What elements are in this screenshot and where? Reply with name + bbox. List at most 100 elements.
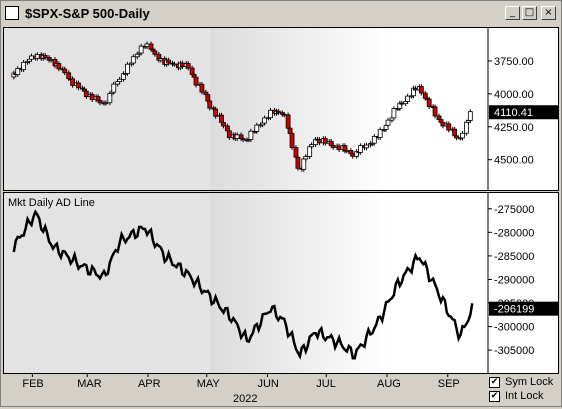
candle [371, 136, 377, 144]
candle [76, 82, 81, 89]
candle [158, 58, 164, 61]
candle [293, 147, 299, 158]
candle [221, 122, 226, 127]
candle [432, 106, 438, 117]
candle [111, 83, 117, 93]
ad-line-chart: Mkt Daily AD Line -275000 -280000 -285000 -2… [4, 193, 558, 373]
candle [452, 128, 458, 137]
candle [189, 67, 195, 75]
candle [138, 45, 144, 54]
price-chart: 4500.00 4250.00 4000.00 3750.00 4110.41 [4, 28, 558, 190]
candle [219, 114, 224, 123]
candle [436, 115, 442, 120]
candle [234, 134, 240, 139]
candle [405, 95, 411, 102]
indicator-pane[interactable]: Mkt Daily AD Line -275000 -280000 -285000 -2… [3, 192, 559, 374]
candle [107, 93, 113, 104]
candle [144, 43, 150, 47]
sym-lock-label: Sym Lock [505, 376, 554, 388]
candle [130, 56, 136, 64]
candle [287, 127, 293, 134]
candle [330, 144, 336, 148]
candle [336, 145, 342, 151]
candle [454, 135, 460, 139]
candle [328, 140, 334, 146]
chart-app-icon[interactable] [5, 6, 19, 20]
y-tick-label: 4250.00 [494, 122, 534, 134]
candle [317, 139, 322, 144]
sym-lock-checkbox[interactable]: ✔ [489, 377, 500, 388]
candle [285, 114, 291, 129]
y-tick-label: 4000.00 [494, 89, 534, 101]
price-pane[interactable]: 4500.00 4250.00 4000.00 3750.00 4110.41 [3, 27, 559, 191]
x-tick-label: MAR [77, 378, 102, 390]
int-lock-checkbox[interactable]: ✔ [489, 391, 500, 402]
candle [275, 110, 281, 114]
candle [350, 153, 356, 157]
title-bar[interactable]: $SPX-S&P 500-Daily _ □ × [1, 1, 561, 27]
candle [281, 113, 287, 116]
candle [385, 119, 391, 126]
x-tick-label: FEB [22, 378, 43, 390]
candle [358, 145, 364, 153]
candle [48, 58, 54, 61]
candle [15, 68, 21, 75]
candle [460, 132, 465, 139]
candle [172, 63, 177, 66]
x-tick-label: AUG [377, 378, 401, 390]
candle [224, 125, 230, 132]
candle [446, 123, 452, 131]
last-value-box [489, 105, 558, 120]
candle [383, 124, 389, 130]
x-tick-label: JUL [316, 378, 336, 390]
candle [21, 61, 27, 70]
candle [307, 146, 313, 157]
maximize-button[interactable]: □ [522, 6, 537, 20]
candle [95, 96, 101, 101]
candle [289, 133, 295, 148]
int-lock-label: Int Lock [505, 390, 544, 402]
candle [166, 59, 172, 64]
candle [418, 86, 424, 94]
candle [348, 150, 354, 155]
candle [254, 124, 260, 132]
x-tick-label: APR [138, 378, 161, 390]
y-tick-label: -275000 [494, 204, 534, 216]
ad-line-series [12, 209, 474, 360]
candle [148, 43, 154, 50]
candle [438, 119, 444, 123]
candle [344, 150, 350, 152]
candle [191, 74, 197, 78]
candle [199, 83, 205, 93]
candle [42, 54, 48, 58]
candle [89, 94, 95, 101]
y-tick-label: -280000 [494, 227, 534, 239]
last-value-label: 4110.41 [494, 107, 533, 119]
candle [62, 68, 68, 74]
y-tick-label: -305000 [494, 345, 534, 357]
candle [391, 108, 397, 119]
indicator-title: Mkt Daily AD Line [8, 197, 95, 209]
candle [226, 130, 232, 139]
candle [248, 130, 254, 140]
y-tick-label: -285000 [494, 251, 534, 263]
candle [467, 111, 473, 121]
x-tick-label: JUN [257, 378, 278, 390]
y-tick-label: -300000 [494, 322, 534, 334]
candle [205, 94, 211, 102]
last-value-box [489, 301, 558, 316]
close-button[interactable]: × [541, 6, 556, 20]
year-label: 2022 [233, 393, 257, 405]
candle [207, 100, 213, 109]
x-axis-bar: FEB MAR APR MAY JUN JUL AUG SEP 2022 ✔ Sym Lock … [1, 373, 561, 406]
minimize-button[interactable]: _ [505, 6, 520, 20]
candle [364, 144, 369, 149]
candle [262, 117, 268, 124]
shaded-band [4, 28, 210, 190]
candle [83, 90, 89, 98]
candle [103, 102, 109, 105]
candle [377, 129, 383, 138]
candle [413, 87, 418, 91]
candle [422, 92, 428, 99]
